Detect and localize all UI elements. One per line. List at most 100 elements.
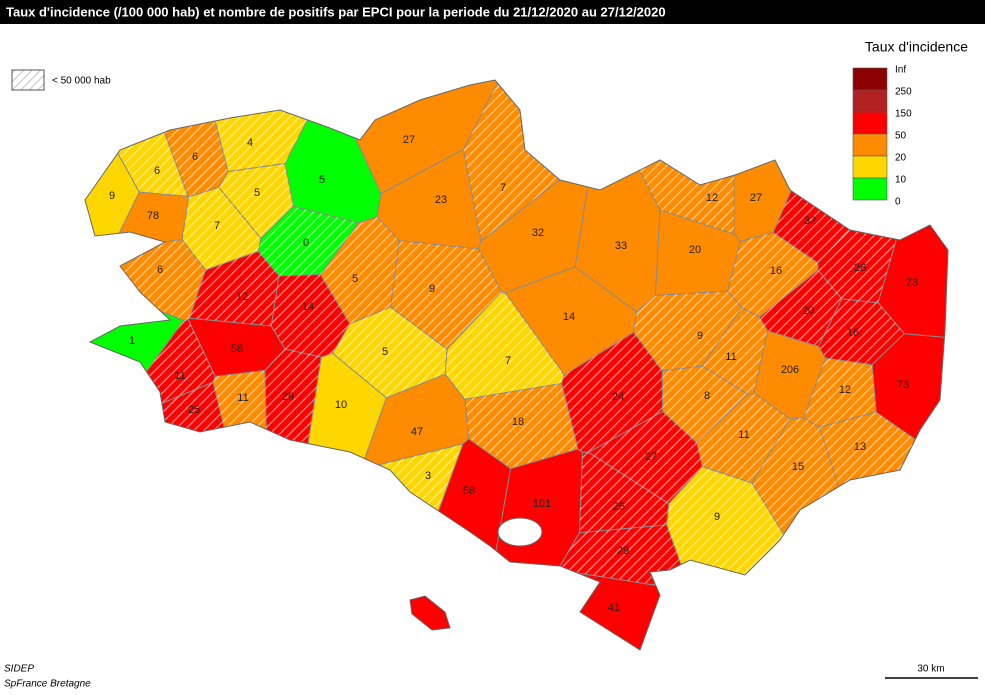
region-count: 206 (781, 364, 799, 376)
region-hatch (445, 291, 565, 400)
region-count: 0 (303, 237, 309, 249)
region-count: 9 (109, 190, 115, 202)
region-count: 12 (706, 192, 718, 204)
region-hatch (727, 232, 819, 318)
epci-region (85, 80, 140, 286)
region-hatch (213, 370, 270, 601)
region-hatch (464, 383, 578, 469)
legend-break: 150 (895, 109, 912, 120)
region-count: 26 (854, 262, 866, 274)
legend-swatch (852, 177, 888, 201)
region-hatch (561, 332, 663, 453)
epci-region (423, 569, 784, 650)
legend-swatch (852, 111, 888, 135)
region-count: 7 (505, 355, 511, 367)
region-count: 6 (192, 151, 198, 163)
island (409, 595, 451, 631)
title-bar (0, 0, 985, 24)
coastline (84, 79, 949, 651)
region-count: 5 (352, 273, 358, 285)
region-count: 12 (236, 291, 248, 303)
region-count: 9 (429, 283, 435, 295)
legend-break: 50 (895, 131, 907, 142)
legend-swatch (852, 89, 888, 113)
region-count: 25 (188, 404, 200, 416)
region-hatch (85, 239, 206, 321)
region-count: 5 (382, 346, 388, 358)
region-hatch (588, 411, 703, 504)
region-count: 8 (704, 390, 710, 402)
region-count: 32 (532, 227, 544, 239)
region-count: 58 (463, 485, 475, 497)
region-count: 9 (714, 511, 720, 523)
region-count: 101 (533, 498, 551, 510)
epci-region (85, 381, 268, 650)
region-hatch (189, 251, 279, 327)
region-count: 20 (689, 244, 701, 256)
region-hatch (258, 206, 359, 276)
region-count: 12 (839, 384, 851, 396)
region-hatch (332, 307, 448, 398)
regions (85, 80, 948, 650)
legend-swatch (852, 133, 888, 157)
region-count: 73 (906, 277, 918, 289)
scale-label: 30 km (917, 664, 944, 675)
legend-break: 20 (895, 153, 907, 164)
region-count: 11 (738, 429, 749, 441)
region-count: 78 (147, 210, 159, 222)
source: SIDEP (4, 664, 34, 675)
region-count: 29 (617, 545, 629, 557)
region-hatch (271, 274, 350, 358)
region-hatch (320, 216, 400, 324)
region-count: 3 (425, 470, 431, 482)
region-count: 27 (645, 451, 657, 463)
legend: Inf 250 150 50 20 10 0 (852, 65, 912, 208)
region-count: 14 (302, 301, 314, 313)
region-count: 16 (770, 265, 782, 277)
region-hatch (803, 358, 877, 428)
region-count: 6 (154, 165, 160, 177)
gulf (497, 517, 543, 547)
legend-break: 0 (895, 197, 901, 208)
region-hatch (662, 366, 748, 443)
region-count: 33 (615, 240, 627, 252)
region-count: 11 (725, 351, 736, 363)
region-hatch (218, 163, 294, 239)
region-count: 24 (612, 391, 624, 403)
region-hatch (696, 393, 791, 484)
region-hatch (264, 349, 322, 593)
region-count: 27 (750, 192, 762, 204)
legend-swatch (852, 155, 888, 179)
author: SpFrance Bretagne (4, 679, 91, 690)
region-count: 7 (214, 220, 220, 232)
title: Taux d'incidence (/100 000 hab) et nombr… (6, 4, 666, 19)
region-count: 25 (613, 501, 625, 513)
legend-title: Taux d'incidence (865, 39, 968, 55)
region-count: 29 (282, 391, 294, 403)
region-count: 16 (847, 327, 859, 339)
region-hatch (633, 291, 742, 371)
region-count: 5 (319, 174, 325, 186)
region-count: 5 (254, 187, 260, 199)
region-hatch (702, 307, 768, 395)
region-count: 11 (174, 370, 185, 382)
legend-break: 250 (895, 87, 912, 98)
region-hatch (579, 452, 669, 533)
region-hatch (390, 240, 502, 350)
region-count: 27 (403, 134, 415, 146)
region-count: 18 (512, 416, 524, 428)
region-count: 1 (129, 335, 135, 347)
region-count: 73 (897, 379, 909, 391)
legend-break: Inf (895, 65, 906, 76)
region-count: 32 (804, 215, 816, 227)
region-count: 47 (411, 426, 423, 438)
epci-region (85, 275, 185, 524)
region-count: 58 (231, 343, 243, 355)
region-count: 6 (157, 264, 163, 276)
region-count: 7 (500, 182, 506, 194)
region-hatch (182, 187, 261, 270)
region-count: 41 (608, 602, 620, 614)
